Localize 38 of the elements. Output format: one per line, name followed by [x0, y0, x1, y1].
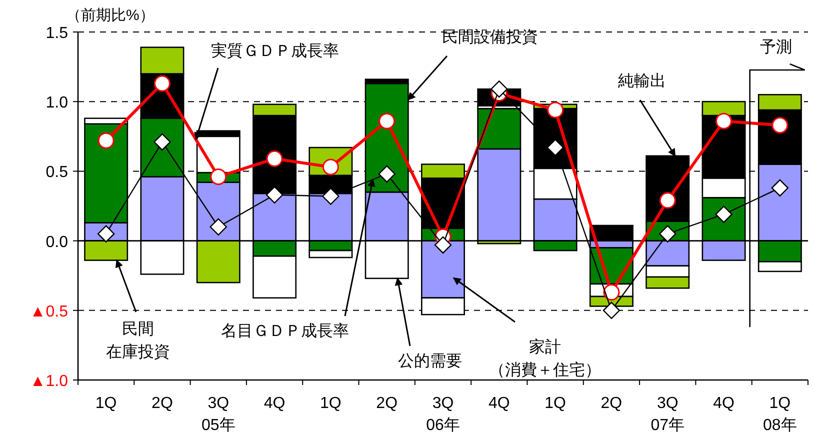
x-tick-label: 4Q: [488, 395, 510, 412]
y-tick-label: 0.5: [46, 164, 68, 182]
point: [266, 186, 284, 204]
y-tick-label: ▲0.5: [30, 303, 68, 320]
point: [154, 75, 170, 92]
x-tick-label: 3Q 05年: [201, 395, 236, 434]
point: [210, 218, 227, 236]
x-tick-label: 3Q 06年: [426, 395, 460, 434]
point: [378, 165, 396, 183]
point: [771, 179, 789, 197]
x-tick-label: 2Q: [376, 395, 398, 412]
x-tick-label: 4Q: [713, 395, 734, 412]
point: [434, 236, 452, 254]
point: [266, 150, 283, 167]
point: [98, 132, 114, 149]
point: [772, 117, 788, 134]
y-tick-label: 1.5: [46, 25, 68, 42]
point: [210, 168, 227, 186]
x-tick-label: 2Q: [152, 395, 173, 412]
point: [659, 192, 676, 209]
y-tick-label: 0.0: [46, 234, 68, 251]
y-tick-label: ▲1.0: [30, 373, 68, 390]
point: [716, 112, 732, 130]
x-tick-label: 4Q: [264, 395, 286, 412]
x-tick-label: 1Q 08年: [763, 395, 797, 434]
y-tick-label: 1.0: [46, 94, 68, 112]
annotation: 予測: [760, 38, 792, 56]
x-tick-label: 1Q: [320, 395, 342, 412]
point: [378, 112, 396, 130]
x-tick-label: 2Q: [600, 395, 622, 412]
point: [603, 284, 620, 301]
x-tick-label: 1Q: [95, 395, 117, 412]
x-tick-label: 1Q: [544, 395, 566, 412]
point: [322, 188, 340, 205]
point: [547, 102, 564, 118]
point: [602, 302, 620, 319]
x-tick-label: 3Q 07年: [650, 395, 685, 434]
y-axis-title: （前期比%）: [66, 7, 154, 24]
